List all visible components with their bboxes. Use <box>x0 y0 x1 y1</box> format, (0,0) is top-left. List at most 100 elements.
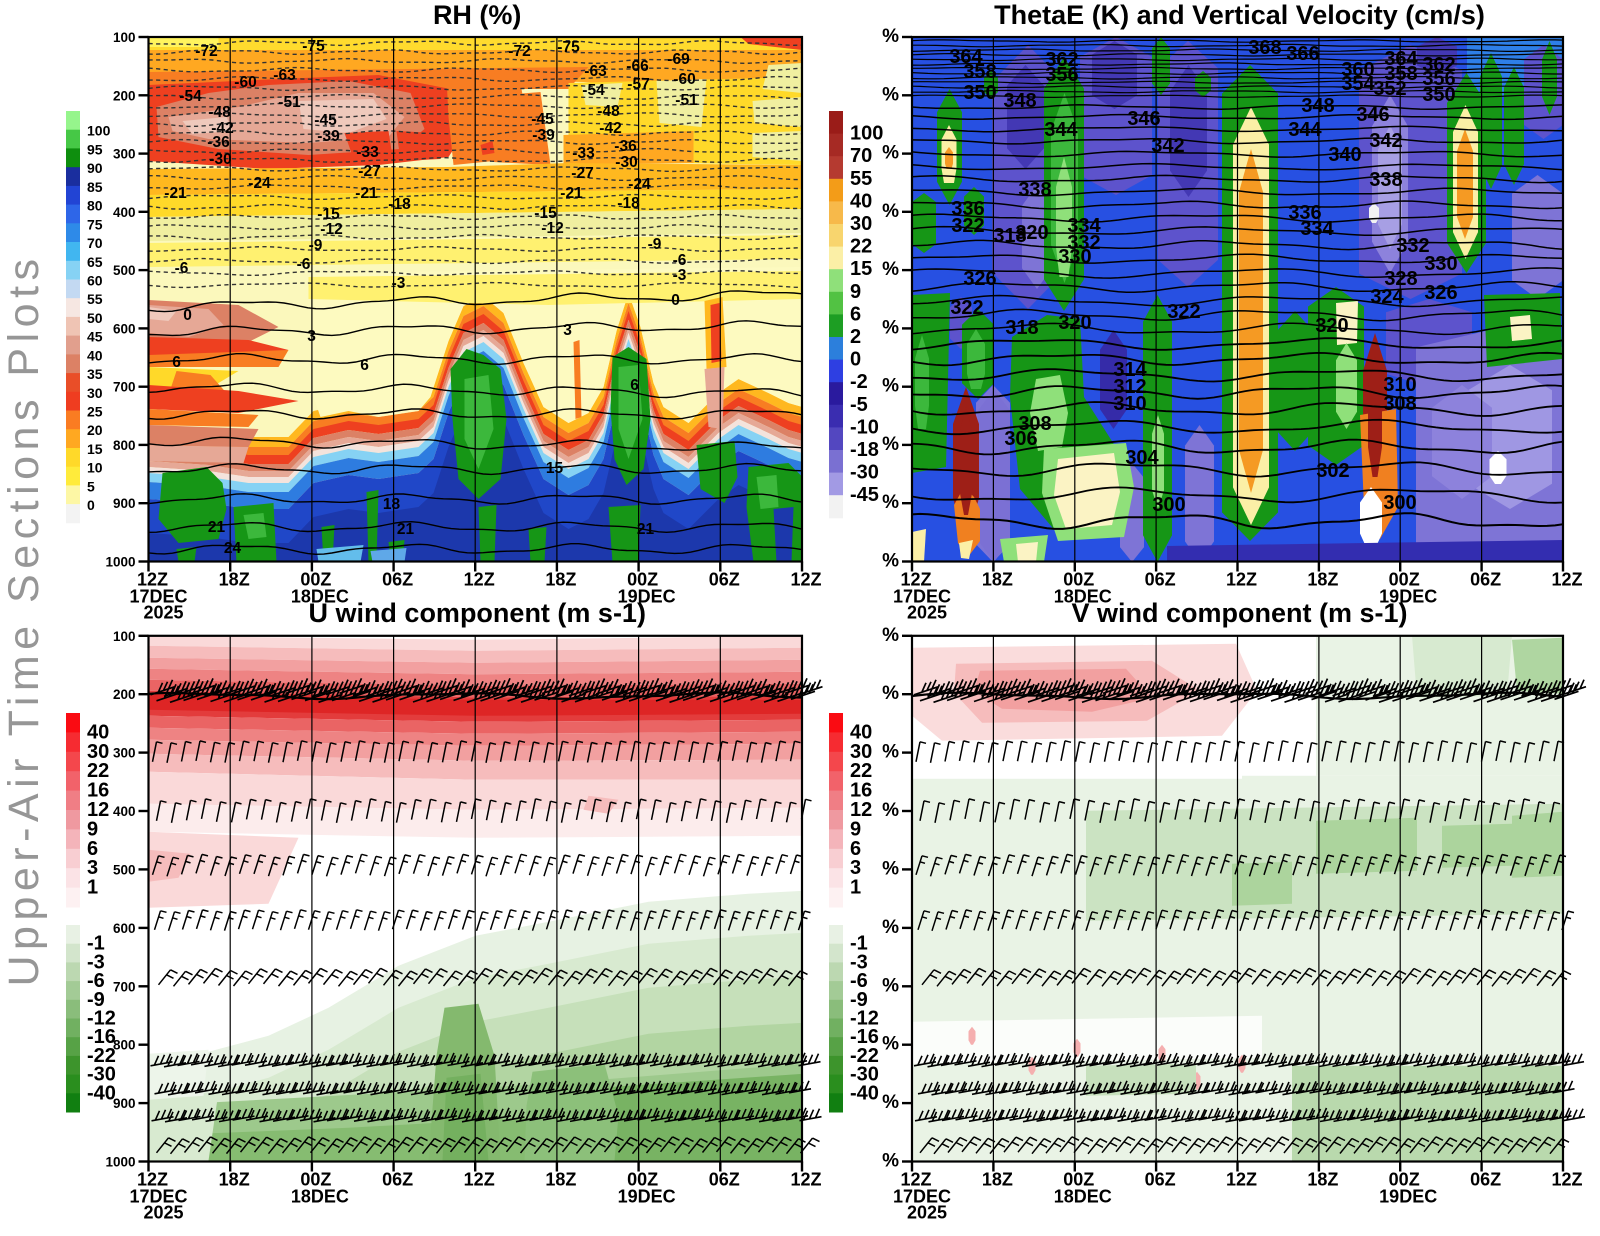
svg-text:362: 362 <box>1045 49 1078 71</box>
svg-text:60: 60 <box>87 273 103 289</box>
svg-text:-27: -27 <box>358 163 380 180</box>
svg-text:-9: -9 <box>309 237 323 254</box>
svg-text:16: 16 <box>87 780 109 802</box>
svg-text:-72: -72 <box>508 43 530 60</box>
svg-text:300: 300 <box>113 147 136 162</box>
svg-text:17DEC: 17DEC <box>893 587 951 607</box>
svg-text:80: 80 <box>87 198 103 214</box>
svg-text:1: 1 <box>850 877 861 899</box>
svg-text:318: 318 <box>1005 317 1038 339</box>
svg-text:-60: -60 <box>673 71 695 88</box>
svg-text:19DEC: 19DEC <box>1379 587 1437 607</box>
svg-text:12Z: 12Z <box>137 570 168 590</box>
svg-text:%: % <box>882 975 899 996</box>
svg-text:-6: -6 <box>850 970 868 992</box>
svg-text:22: 22 <box>850 236 872 258</box>
svg-text:800: 800 <box>113 438 136 453</box>
svg-text:%: % <box>882 1151 899 1172</box>
svg-text:06Z: 06Z <box>1470 1170 1501 1190</box>
svg-text:-21: -21 <box>560 185 583 202</box>
svg-text:40: 40 <box>87 721 109 743</box>
svg-text:18Z: 18Z <box>219 570 250 590</box>
svg-text:-1: -1 <box>850 933 868 955</box>
svg-text:334: 334 <box>1067 215 1101 237</box>
svg-text:-33: -33 <box>356 144 379 161</box>
svg-text:45: 45 <box>87 329 103 345</box>
svg-text:700: 700 <box>113 979 136 994</box>
svg-text:-54: -54 <box>582 82 605 99</box>
svg-text:06Z: 06Z <box>382 570 413 590</box>
svg-text:15: 15 <box>850 258 872 280</box>
svg-text:500: 500 <box>113 862 136 877</box>
svg-text:%: % <box>882 1092 899 1113</box>
svg-text:-24: -24 <box>248 175 271 192</box>
svg-text:%: % <box>882 143 899 164</box>
svg-text:16: 16 <box>850 780 872 802</box>
svg-text:-21: -21 <box>355 185 378 202</box>
svg-text:6: 6 <box>172 354 181 371</box>
svg-text:100: 100 <box>113 30 136 45</box>
svg-text:-16: -16 <box>87 1026 116 1048</box>
svg-text:-5: -5 <box>850 394 868 416</box>
svg-text:-75: -75 <box>302 38 325 55</box>
svg-text:-9: -9 <box>87 989 105 1011</box>
svg-text:-15: -15 <box>534 205 557 222</box>
svg-text:-42: -42 <box>211 120 233 137</box>
svg-text:-36: -36 <box>207 134 230 151</box>
svg-text:75: 75 <box>87 216 103 232</box>
svg-text:-63: -63 <box>273 67 296 84</box>
svg-text:2025: 2025 <box>907 1203 947 1223</box>
svg-text:318: 318 <box>993 225 1026 247</box>
svg-text:330: 330 <box>1424 253 1457 275</box>
svg-text:90: 90 <box>87 160 103 176</box>
svg-text:15: 15 <box>546 460 564 477</box>
svg-text:%: % <box>882 742 899 763</box>
svg-text:18Z: 18Z <box>545 570 576 590</box>
svg-text:-12: -12 <box>320 221 342 238</box>
svg-text:1000: 1000 <box>105 1155 135 1170</box>
svg-text:ThetaE (K) and Vertical Veloci: ThetaE (K) and Vertical Velocity (cm/s) <box>994 0 1485 30</box>
svg-text:-9: -9 <box>648 236 662 253</box>
svg-text:-22: -22 <box>850 1045 879 1067</box>
svg-text:12Z: 12Z <box>1226 570 1257 590</box>
svg-text:-42: -42 <box>599 120 621 137</box>
svg-text:1: 1 <box>87 877 98 899</box>
svg-text:21: 21 <box>637 521 655 538</box>
svg-text:10: 10 <box>87 460 103 476</box>
svg-text:-40: -40 <box>850 1082 879 1104</box>
svg-text:21: 21 <box>208 519 226 536</box>
svg-text:95: 95 <box>87 141 103 157</box>
svg-text:%: % <box>882 1034 899 1055</box>
svg-text:6: 6 <box>87 838 98 860</box>
svg-text:320: 320 <box>1315 315 1348 337</box>
svg-text:%: % <box>882 84 899 105</box>
svg-text:70: 70 <box>850 145 872 167</box>
svg-text:12: 12 <box>87 799 109 821</box>
svg-text:0: 0 <box>850 349 861 371</box>
svg-text:346: 346 <box>1356 104 1389 126</box>
svg-text:%: % <box>882 259 899 280</box>
svg-text:358: 358 <box>963 61 996 83</box>
svg-text:-12: -12 <box>87 1008 116 1030</box>
svg-text:358: 358 <box>1384 63 1417 85</box>
svg-text:-6: -6 <box>175 260 189 277</box>
svg-text:300: 300 <box>113 746 136 761</box>
svg-text:302: 302 <box>1316 460 1349 482</box>
svg-text:304: 304 <box>1125 447 1159 469</box>
svg-text:-39: -39 <box>317 128 340 145</box>
svg-text:12: 12 <box>850 799 872 821</box>
svg-text:%: % <box>882 26 899 47</box>
svg-text:17DEC: 17DEC <box>893 1187 951 1207</box>
svg-text:350: 350 <box>963 82 996 104</box>
svg-text:RH (%): RH (%) <box>433 0 522 30</box>
svg-text:1000: 1000 <box>105 555 135 570</box>
svg-text:6: 6 <box>630 377 639 394</box>
svg-text:322: 322 <box>951 215 984 237</box>
svg-text:06Z: 06Z <box>709 1170 740 1190</box>
svg-text:18Z: 18Z <box>982 570 1013 590</box>
svg-text:346: 346 <box>1127 108 1160 130</box>
svg-text:19DEC: 19DEC <box>1379 1187 1437 1207</box>
svg-text:356: 356 <box>1045 64 1078 86</box>
svg-text:312: 312 <box>1113 376 1146 398</box>
svg-text:-18: -18 <box>617 195 640 212</box>
